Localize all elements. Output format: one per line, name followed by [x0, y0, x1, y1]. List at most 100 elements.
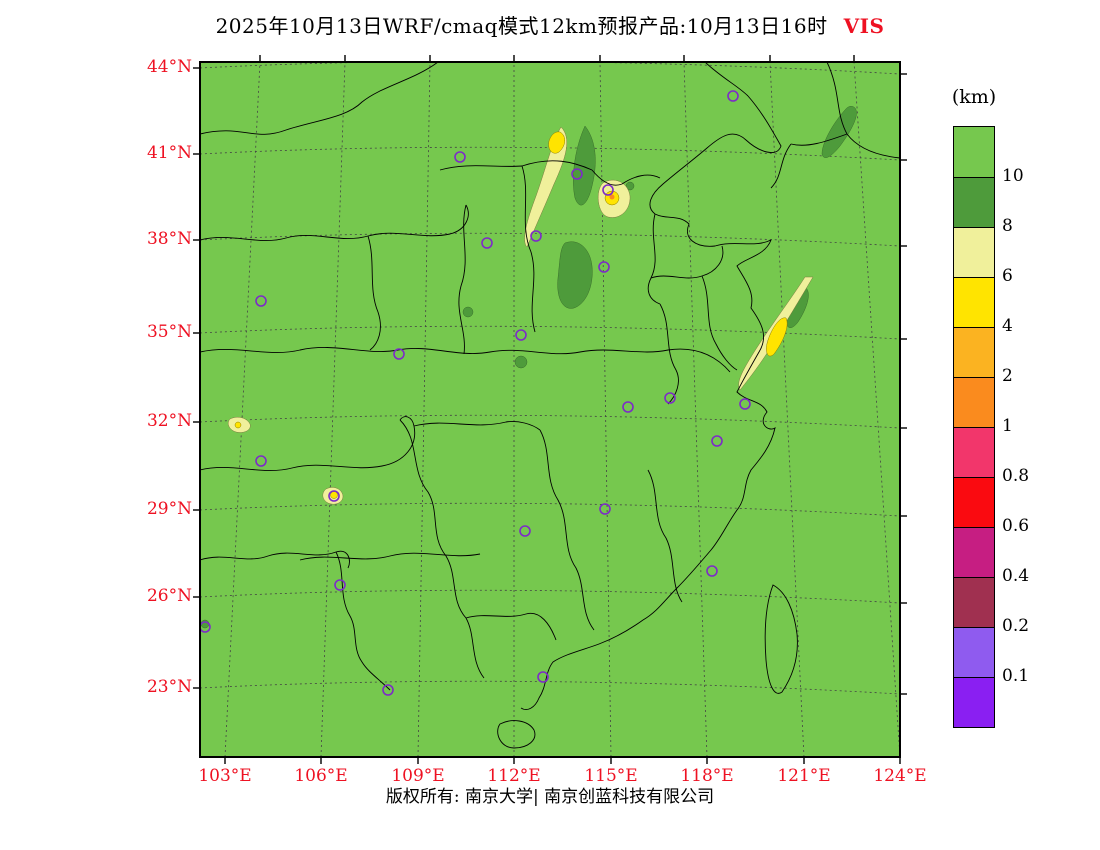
visibility-contour-patch	[514, 355, 528, 369]
province-boundary	[647, 469, 683, 603]
province-boundary	[790, 133, 848, 146]
grid-line	[200, 680, 900, 695]
visibility-contour-patch	[462, 306, 474, 318]
axis-ticks	[193, 55, 907, 764]
legend-tick-label: 0.4	[1002, 566, 1030, 586]
province-boundary	[539, 429, 595, 631]
lat-label-26n: 26°N	[146, 586, 192, 606]
province-boundary	[439, 160, 593, 171]
city-marker	[622, 401, 634, 413]
visibility-patch-8-10km	[200, 106, 857, 629]
city-marker	[739, 398, 751, 410]
legend-segment	[954, 177, 994, 227]
city-marker	[602, 184, 614, 196]
grid-line	[200, 232, 900, 247]
city-marker	[393, 348, 405, 360]
province-boundary	[458, 204, 467, 355]
page-title: 2025年10月13日WRF/cmaq模式12km预报产品:10月13日16时 V…	[0, 10, 1100, 39]
legend-tick-label: 6	[1002, 266, 1013, 286]
grid-line	[200, 62, 900, 75]
legend-segment	[954, 477, 994, 527]
grid-line	[320, 62, 346, 757]
province-boundary	[335, 551, 391, 691]
province-boundary	[200, 204, 469, 241]
visibility-contour-patch	[821, 106, 857, 158]
city-marker	[334, 579, 346, 591]
grid-line	[853, 62, 900, 757]
legend-segment	[954, 677, 994, 727]
lon-label-115e: 115°E	[584, 766, 638, 786]
national-border	[200, 62, 439, 135]
grid-line	[200, 146, 900, 161]
visibility-contour-patch	[234, 421, 242, 429]
legend-segment	[954, 377, 994, 427]
province-boundary	[200, 550, 350, 569]
hainan-island	[497, 720, 536, 749]
lat-label-41n: 41°N	[146, 143, 192, 163]
city-marker	[481, 237, 493, 249]
legend-segment	[954, 277, 994, 327]
province-boundary	[200, 347, 731, 373]
legend-tick-label: 8	[1002, 216, 1013, 236]
legend-tick-label: 0.1	[1002, 666, 1030, 686]
legend-segment	[954, 327, 994, 377]
legend-tick-label: 0.6	[1002, 516, 1030, 536]
grid-line	[200, 589, 900, 604]
city-marker	[571, 168, 583, 180]
grid-line	[200, 414, 900, 429]
legend-tick-label: 0.2	[1002, 616, 1030, 636]
grid-line	[683, 62, 708, 757]
visibility-contour-patch	[766, 317, 788, 357]
city-marker	[664, 392, 676, 404]
lat-label-32n: 32°N	[146, 411, 192, 431]
visibility-contour-patch	[548, 131, 565, 154]
city-marker	[727, 90, 739, 102]
city-marker	[711, 435, 723, 447]
legend-segment	[954, 227, 994, 277]
legend-colorbar	[953, 126, 995, 728]
legend-segment	[954, 527, 994, 577]
grid-line	[200, 502, 900, 517]
graticule	[200, 62, 900, 757]
taiwan-island	[764, 584, 798, 694]
visibility-patch-1-2km	[609, 194, 615, 200]
lat-label-23n: 23°N	[146, 677, 192, 697]
visibility-patch-4-6km	[234, 131, 788, 499]
lon-label-121e: 121°E	[777, 766, 831, 786]
lat-label-29n: 29°N	[146, 499, 192, 519]
province-boundary	[521, 165, 536, 333]
boundaries-layer	[200, 62, 900, 749]
lon-label-124e: 124°E	[873, 766, 927, 786]
lat-label-38n: 38°N	[146, 229, 192, 249]
province-boundary	[591, 169, 661, 186]
legend-tick-label: 1	[1002, 416, 1013, 436]
legend-tick-label: 2	[1002, 366, 1013, 386]
coastline	[520, 95, 782, 710]
province-boundary	[704, 62, 749, 97]
province-boundary	[465, 612, 557, 641]
city-marker	[515, 329, 527, 341]
visibility-contour-patch	[609, 194, 615, 200]
lon-label-103e: 103°E	[198, 766, 252, 786]
lon-label-106e: 106°E	[294, 766, 348, 786]
visibility-contour-patch	[573, 125, 596, 206]
city-marker	[598, 261, 610, 273]
province-boundary	[299, 552, 481, 561]
city-marker	[530, 230, 542, 242]
lat-label-35n: 35°N	[146, 322, 192, 342]
city-marker	[706, 565, 718, 577]
city-marker	[255, 295, 267, 307]
lon-label-112e: 112°E	[487, 766, 541, 786]
grid-line	[200, 325, 900, 340]
lon-label-118e: 118°E	[680, 766, 734, 786]
city-marker	[454, 151, 466, 163]
legend-tick-label: 10	[1002, 166, 1024, 186]
city-markers-layer	[199, 90, 751, 696]
grid-line	[224, 62, 261, 757]
city-marker	[599, 503, 611, 515]
lon-label-109e: 109°E	[391, 766, 445, 786]
province-boundary	[200, 416, 416, 471]
city-marker	[537, 671, 549, 683]
copyright-footer: 版权所有: 南京大学| 南京创蓝科技有限公司	[385, 787, 715, 807]
